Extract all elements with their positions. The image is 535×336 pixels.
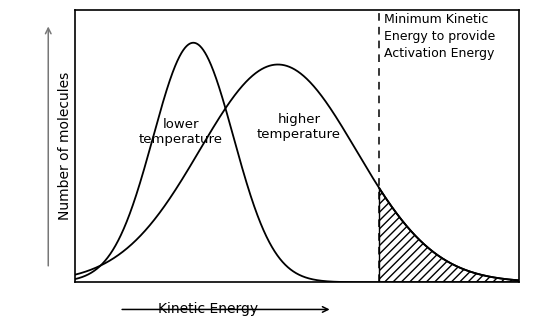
Text: Kinetic Energy: Kinetic Energy (158, 302, 258, 317)
Y-axis label: Number of molecules: Number of molecules (58, 72, 72, 220)
Text: lower
temperature: lower temperature (139, 118, 223, 146)
Text: Minimum Kinetic
Energy to provide
Activation Energy: Minimum Kinetic Energy to provide Activa… (384, 13, 495, 60)
Text: higher
temperature: higher temperature (257, 113, 341, 141)
